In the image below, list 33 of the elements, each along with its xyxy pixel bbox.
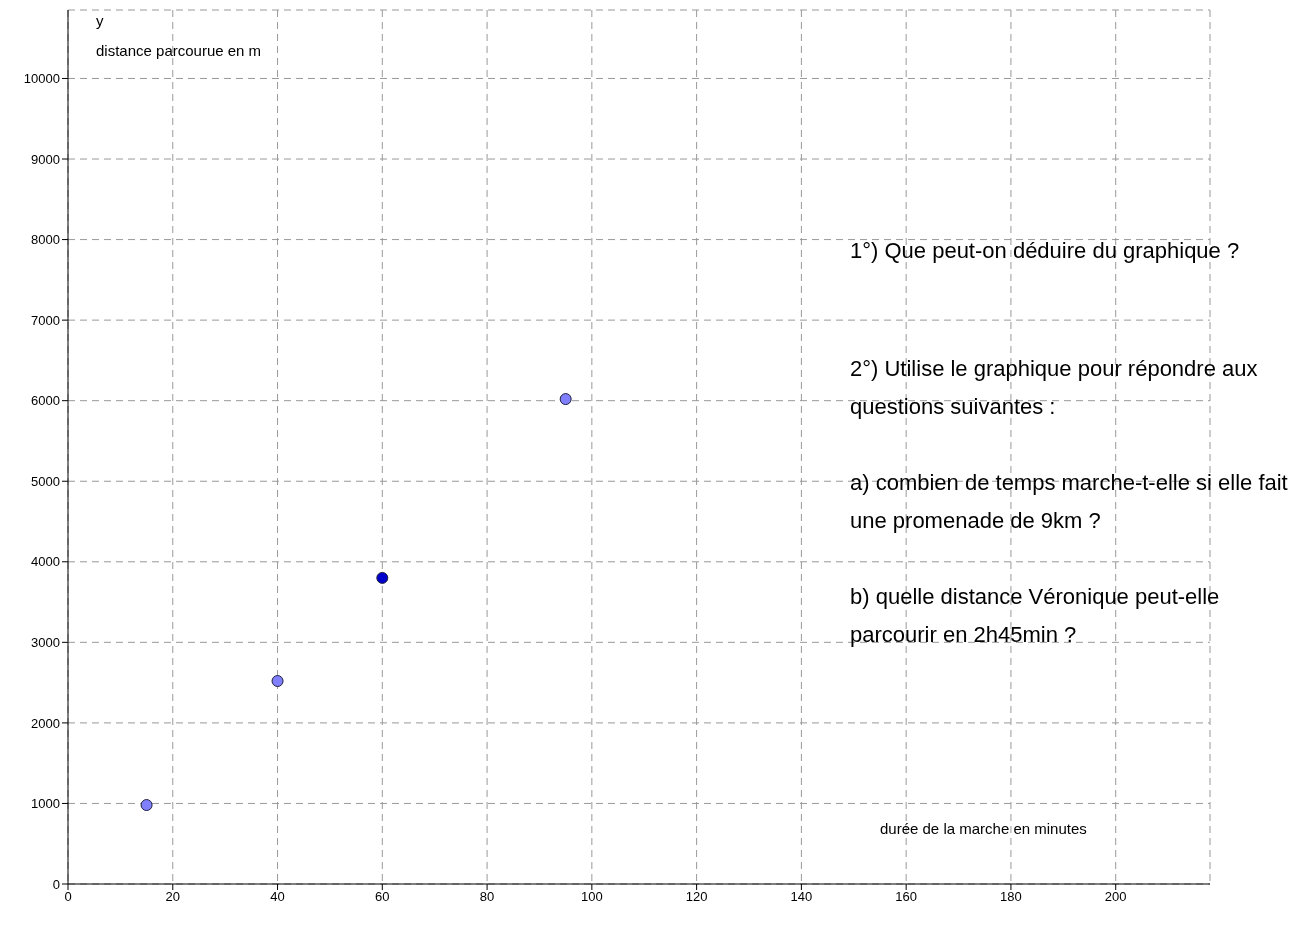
point [376, 571, 389, 584]
y-tick-label: 2000 [31, 715, 60, 731]
annotation: b) quelle distance Véronique peut-elle parcourir en 2h45min ? [850, 583, 1221, 649]
annotation: y [96, 12, 104, 29]
x-tick-label: 160 [895, 889, 918, 905]
x-tick-label: 40 [270, 889, 285, 905]
y-tick-label: 7000 [31, 312, 60, 328]
point [271, 675, 284, 688]
x-tick-label: 20 [165, 889, 181, 905]
annotation: 2°) Utilise le graphique pour répondre aux questions suivantes : [850, 355, 1259, 421]
point [559, 393, 572, 406]
x-tick-label: 0 [64, 889, 72, 905]
x-tick-label: 120 [685, 889, 708, 905]
x-tick-label: 180 [1000, 889, 1022, 905]
y-tick-label: 8000 [31, 232, 60, 248]
y-tick-label: 1000 [31, 796, 60, 812]
x-axis-title: durée de la marche en minutes [880, 820, 1087, 837]
x-tick-label: 200 [1104, 889, 1127, 905]
x-tick-label: 100 [581, 889, 603, 905]
annotation: a) combien de temps marche-t-elle si elle fait une promenade de 9km ? [850, 469, 1289, 535]
x-tick-label: 60 [375, 889, 390, 905]
annotation: 1°) Que peut-on déduire du graphique ? [850, 237, 1241, 265]
y-tick-label: 9000 [31, 151, 60, 167]
y-tick-label: 0 [52, 876, 60, 892]
y-tick-label: 5000 [31, 473, 60, 489]
y-tick-label: 10000 [23, 71, 60, 87]
y-axis-title: distance parcourue en m [96, 42, 262, 59]
y-tick-label: 4000 [31, 554, 60, 570]
point [140, 799, 153, 812]
x-tick-label: 140 [790, 889, 813, 905]
x-tick-label: 80 [479, 889, 495, 905]
y-tick-label: 3000 [31, 634, 60, 650]
y-tick-label: 6000 [31, 393, 60, 409]
